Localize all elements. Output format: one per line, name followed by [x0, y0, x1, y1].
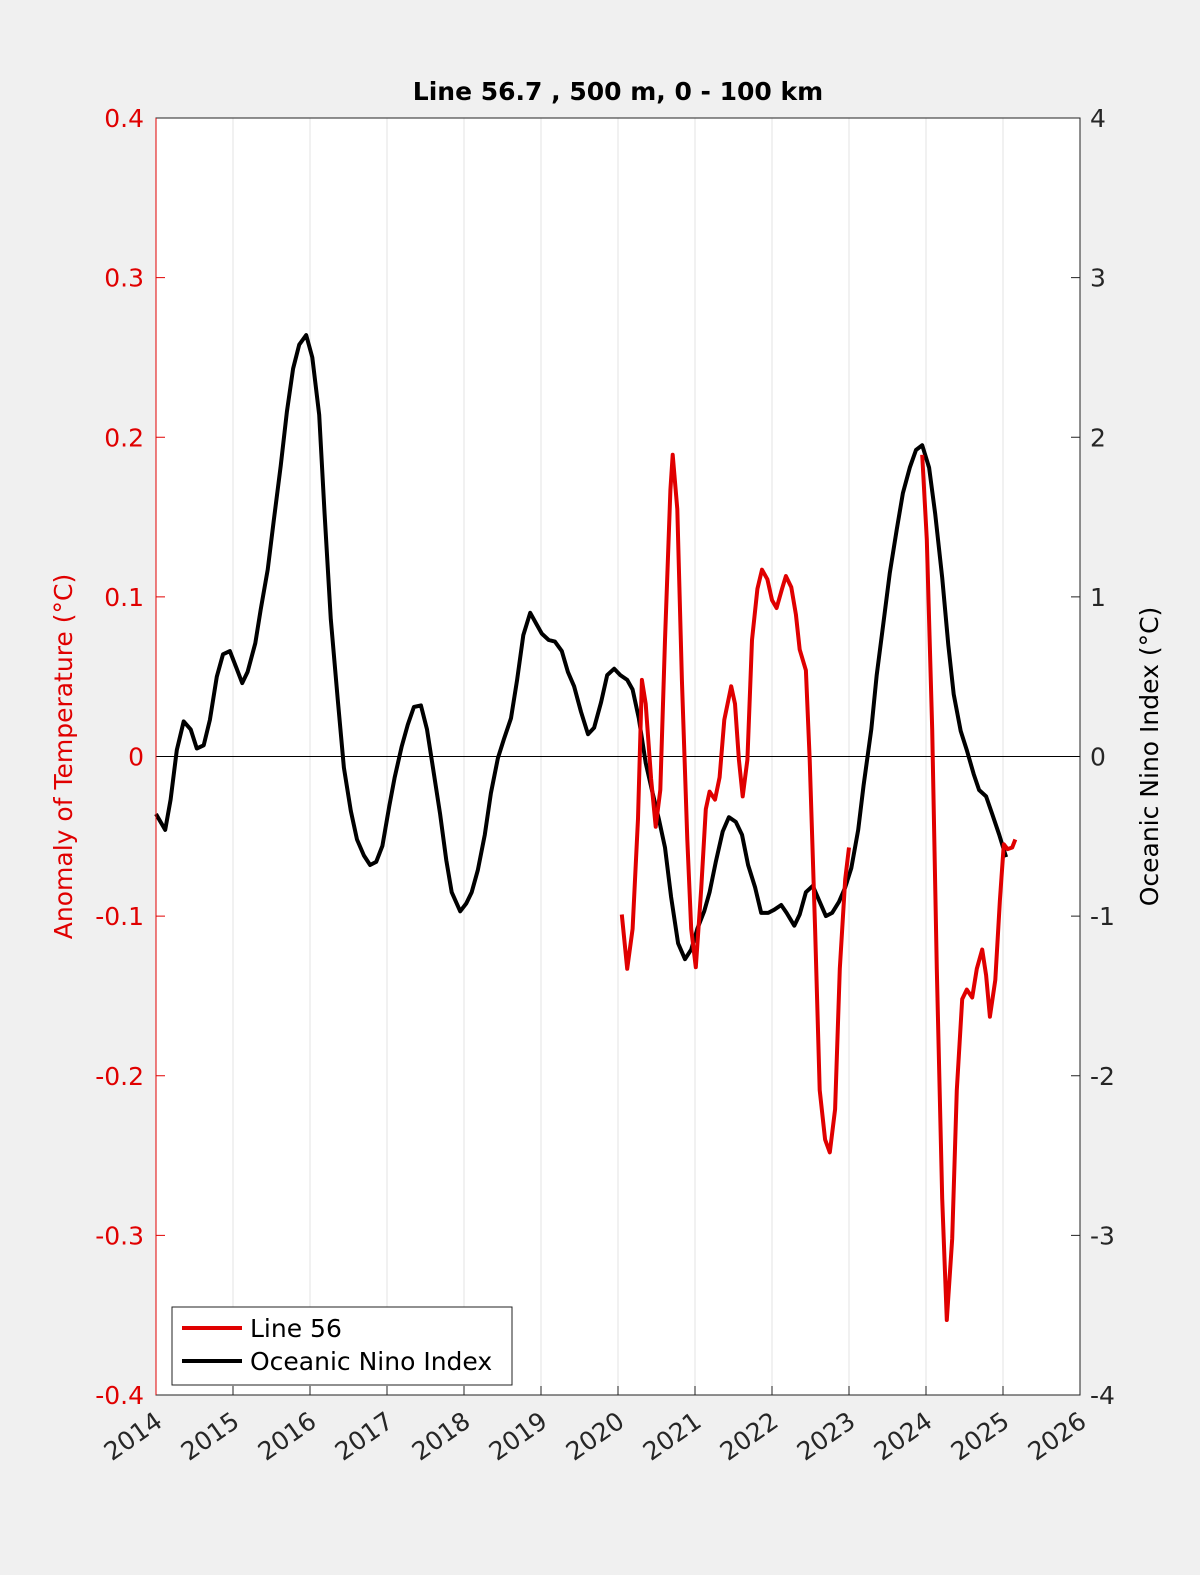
y-tick-label: 0.4 — [104, 104, 144, 133]
y-tick-label: -0.1 — [95, 902, 144, 931]
y-tick-label: -0.3 — [95, 1221, 144, 1250]
y2-tick-label: -2 — [1090, 1062, 1115, 1091]
y-tick-label: -0.2 — [95, 1062, 144, 1091]
y-tick-label: 0.3 — [104, 264, 144, 293]
x-tick-label: 2019 — [484, 1406, 553, 1466]
x-tick-label: 2021 — [638, 1406, 707, 1466]
y2-tick-label: 2 — [1090, 423, 1106, 452]
y-tick-label: 0 — [128, 743, 144, 772]
y2-tick-label: -3 — [1090, 1221, 1115, 1250]
legend-label: Line 56 — [250, 1314, 342, 1343]
x-tick-label: 2017 — [330, 1406, 399, 1466]
x-tick-label: 2022 — [715, 1406, 784, 1466]
legend-label: Oceanic Nino Index — [250, 1347, 492, 1376]
series-line — [619, 452, 1018, 1322]
y-tick-label: 0.1 — [104, 583, 144, 612]
legend-box — [171, 1306, 513, 1386]
x-tick-label: 2024 — [869, 1406, 938, 1466]
y2-tick-label: -4 — [1090, 1381, 1115, 1410]
x-tick-label: 2026 — [1023, 1406, 1092, 1466]
x-tick-label: 2018 — [407, 1406, 476, 1466]
y2-tick-label: 4 — [1090, 104, 1106, 133]
y2-tick-label: -1 — [1090, 902, 1115, 931]
x-tick-label: 2023 — [792, 1406, 861, 1466]
series-line — [154, 333, 1009, 962]
y-tick-label: -0.4 — [95, 1381, 144, 1410]
y-tick-label: 0.2 — [104, 423, 144, 452]
x-tick-label: 2025 — [946, 1406, 1015, 1466]
x-tick-label: 2020 — [561, 1406, 630, 1466]
x-tick-label: 2014 — [99, 1406, 168, 1466]
y2-tick-label: 0 — [1090, 743, 1106, 772]
x-tick-label: 2015 — [176, 1406, 245, 1466]
x-tick-label: 2016 — [253, 1406, 322, 1466]
y2-tick-label: 1 — [1090, 583, 1106, 612]
chart-title: Line 56.7 , 500 m, 0 - 100 km — [413, 77, 823, 106]
y2-axis-label: Oceanic Nino Index (°C) — [1135, 607, 1164, 907]
y-axis-label: Anomaly of Temperature (°C) — [49, 574, 78, 939]
y2-tick-label: 3 — [1090, 264, 1106, 293]
